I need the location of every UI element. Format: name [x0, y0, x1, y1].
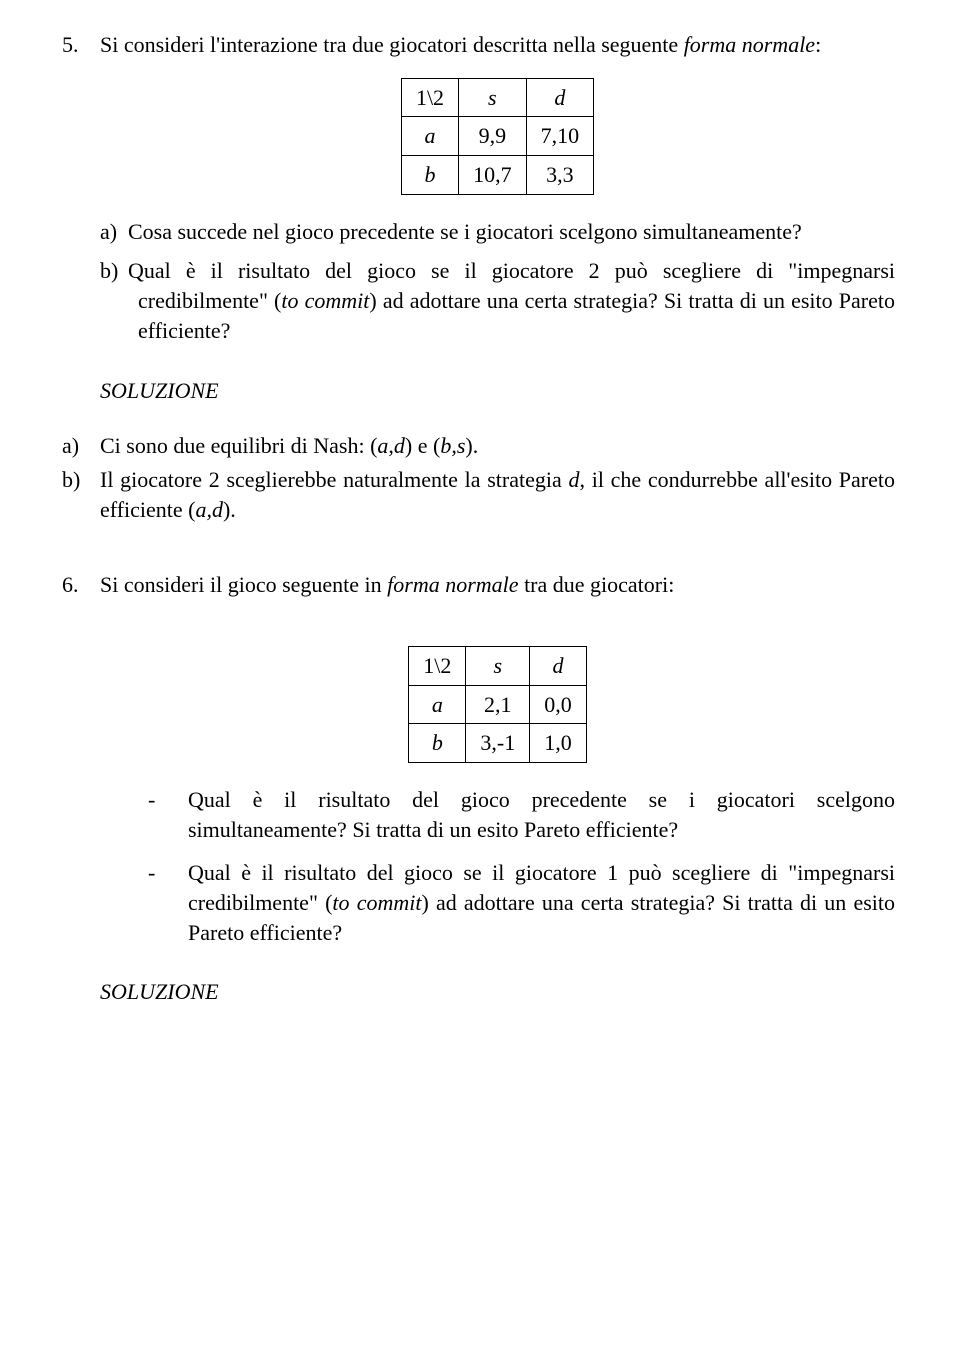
q5-intro-pre: Si consideri l'interazione tra due gioca… — [100, 32, 684, 57]
q6-t-r2c0: b — [409, 724, 466, 763]
q5-ans-b-post: ). — [223, 497, 236, 522]
q6-item-1: - Qual è il risultato del gioco preceden… — [138, 785, 895, 844]
q5-t-h2: d — [526, 78, 594, 117]
q5-t-r1c0: a — [401, 117, 458, 156]
q6-t-h0: 1\2 — [409, 646, 466, 685]
q6-t-h2: d — [530, 646, 587, 685]
q5-intro: 5. Si consideri l'interazione tra due gi… — [100, 30, 895, 60]
q5-part-a: a)Cosa succede nel gioco precedente se i… — [138, 217, 895, 247]
q5-ans-b-label: b) — [62, 465, 80, 495]
q6-intro: 6. Si consideri il gioco seguente in for… — [100, 570, 895, 600]
q5-ans-a-pre: Ci sono due equilibri di Nash: ( — [100, 433, 377, 458]
dash-icon: - — [148, 785, 155, 815]
q6-t-r1c1: 2,1 — [466, 685, 530, 724]
q6-intro-pre: Si consideri il gioco seguente in — [100, 572, 387, 597]
q6-intro-italic: forma normale — [387, 572, 518, 597]
dash-icon: - — [148, 858, 155, 888]
q6-solution-label: SOLUZIONE — [100, 977, 895, 1007]
q5-b-ital: to commit — [281, 288, 369, 313]
q5-t-h1: s — [459, 78, 527, 117]
q6-intro-post: tra due giocatori: — [519, 572, 675, 597]
q5-answer-b: b) Il giocatore 2 sceglierebbe naturalme… — [62, 465, 895, 524]
q5-a-label: a) — [100, 217, 128, 247]
q5-t-r1c2: 7,10 — [526, 117, 594, 156]
q5-part-b: b)Qual è il risultato del gioco se il gi… — [138, 256, 895, 345]
q5-t-r2c1: 10,7 — [459, 156, 527, 195]
q6-item2-ital: to commit — [332, 890, 421, 915]
q5-ans-a-label: a) — [62, 431, 79, 461]
q5-number: 5. — [62, 30, 79, 60]
q5-t-r2c2: 3,3 — [526, 156, 594, 195]
q5-ans-a-i2: b,s — [440, 433, 465, 458]
q6-t-r2c1: 3,-1 — [466, 724, 530, 763]
q6-t-r1c0: a — [409, 685, 466, 724]
q5-b-label: b) — [100, 256, 128, 286]
q5-t-r2c0: b — [401, 156, 458, 195]
q5-ans-b-pre: Il giocatore 2 sceglierebbe naturalmente… — [100, 467, 568, 492]
q5-intro-italic: forma normale — [684, 32, 815, 57]
q5-a-text: Cosa succede nel gioco precedente se i g… — [128, 219, 802, 244]
q6-t-r1c2: 0,0 — [530, 685, 587, 724]
q6-payoff-table: 1\2 s d a 2,1 0,0 b 3,-1 1,0 — [408, 646, 586, 763]
q5-payoff-table: 1\2 s d a 9,9 7,10 b 10,7 3,3 — [401, 78, 594, 195]
q5-ans-a-post: ). — [465, 433, 478, 458]
q6-t-h1: s — [466, 646, 530, 685]
q6-item1-text: Qual è il risultato del gioco precedente… — [188, 787, 895, 842]
q6-item-2: - Qual è il risultato del gioco se il gi… — [138, 858, 895, 947]
q5-ans-b-i1: d — [568, 467, 579, 492]
q5-ans-b-i2: a,d — [195, 497, 223, 522]
q6-number: 6. — [62, 570, 79, 600]
q5-ans-a-i1: a,d — [377, 433, 405, 458]
q5-solution-label: SOLUZIONE — [100, 376, 895, 406]
q5-t-r1c1: 9,9 — [459, 117, 527, 156]
q6-t-r2c2: 1,0 — [530, 724, 587, 763]
q5-answer-a: a) Ci sono due equilibri di Nash: (a,d) … — [62, 431, 895, 461]
q5-ans-a-mid: ) e ( — [405, 433, 440, 458]
q5-intro-post: : — [815, 32, 821, 57]
q5-t-h0: 1\2 — [401, 78, 458, 117]
